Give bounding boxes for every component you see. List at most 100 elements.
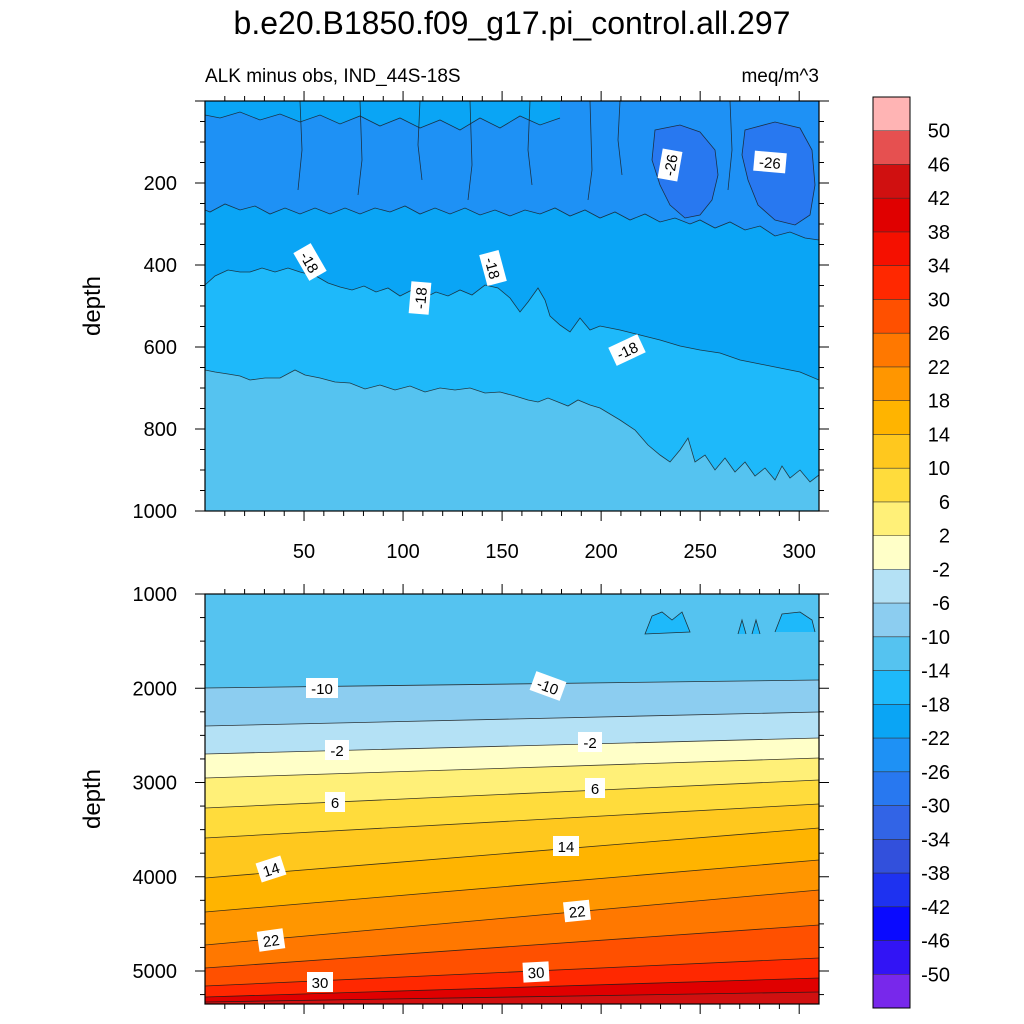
lower-contour-label: -2 bbox=[578, 732, 602, 752]
colorbar-label: 22 bbox=[928, 357, 950, 379]
colorbar-label: 18 bbox=[928, 391, 950, 413]
upper-panel: 50 100 150 200 250 300 200 400 600 800 1000 -26 -2… bbox=[79, 91, 829, 563]
colorbar-swatch bbox=[873, 974, 910, 1009]
colorbar-label: -46 bbox=[921, 931, 950, 953]
colorbar-label: -30 bbox=[921, 796, 950, 818]
colorbar-swatch bbox=[873, 434, 910, 469]
colorbar-label: -42 bbox=[921, 897, 950, 919]
lower-contour-label: 30 bbox=[522, 961, 550, 983]
svg-text:6: 6 bbox=[331, 795, 339, 812]
lower-contour-label: -10 bbox=[529, 671, 567, 701]
lower-contour-label: 30 bbox=[307, 972, 333, 992]
colorbar-label: 26 bbox=[928, 323, 950, 345]
y-tick-label: 1000 bbox=[133, 584, 178, 606]
svg-text:14: 14 bbox=[558, 839, 575, 856]
lower-axis-ticks: 1000 2000 3000 4000 5000 bbox=[133, 584, 829, 1014]
lower-contour-label: 6 bbox=[325, 792, 345, 812]
colorbar-label: 46 bbox=[928, 154, 950, 176]
colorbar-label: 14 bbox=[928, 424, 950, 446]
lower-contour-label: -2 bbox=[325, 740, 349, 760]
lower-plot-frame bbox=[204, 593, 820, 1005]
colorbar-label: 42 bbox=[928, 188, 950, 210]
x-tick-label: 50 bbox=[293, 541, 315, 563]
y-tick-label: 200 bbox=[144, 173, 177, 195]
svg-text:30: 30 bbox=[312, 975, 329, 992]
colorbar-swatch bbox=[873, 771, 910, 806]
colorbar-swatch bbox=[873, 738, 910, 773]
colorbar-swatch bbox=[873, 97, 910, 132]
colorbar-swatch bbox=[873, 333, 910, 368]
lower-panel: 1000 2000 3000 4000 5000 -10 -10 -2 -2 6 6 bbox=[79, 584, 829, 1014]
colorbar-swatch bbox=[873, 400, 910, 435]
colorbar-swatch bbox=[873, 535, 910, 570]
svg-text:-26: -26 bbox=[661, 153, 682, 177]
x-tick-label: 100 bbox=[386, 541, 419, 563]
y-tick-label: 400 bbox=[144, 255, 177, 277]
colorbar-label: 10 bbox=[928, 458, 950, 480]
chart-title: b.e20.B1850.f09_g17.pi_control.all.297 bbox=[234, 5, 791, 41]
colorbar-label: 50 bbox=[928, 121, 950, 143]
upper-patch-minus30-b bbox=[742, 122, 815, 225]
upper-y-axis-label: depth bbox=[79, 276, 106, 336]
lower-contour-label: 22 bbox=[563, 899, 591, 923]
y-tick-label: 800 bbox=[144, 419, 177, 441]
colorbar-label: 34 bbox=[928, 256, 950, 278]
colorbar-swatch bbox=[873, 198, 910, 233]
colorbar-swatch bbox=[873, 265, 910, 300]
colorbar-label: -26 bbox=[921, 762, 950, 784]
y-tick-label: 4000 bbox=[133, 867, 178, 889]
svg-text:-18: -18 bbox=[481, 256, 503, 281]
chart-subtitle-left: ALK minus obs, IND_44S-18S bbox=[205, 66, 461, 87]
svg-text:6: 6 bbox=[591, 781, 599, 798]
colorbar-swatch bbox=[873, 805, 910, 840]
y-tick-label: 5000 bbox=[133, 961, 178, 983]
svg-text:22: 22 bbox=[568, 903, 586, 922]
upper-contour-label: -26 bbox=[657, 148, 683, 182]
colorbar-swatch bbox=[873, 231, 910, 267]
svg-text:-18: -18 bbox=[412, 287, 431, 310]
x-tick-label: 150 bbox=[485, 541, 518, 563]
colorbar-label: -50 bbox=[921, 964, 950, 986]
colorbar-swatch bbox=[873, 468, 910, 503]
colorbar-label: -18 bbox=[921, 694, 950, 716]
colorbar-swatch bbox=[873, 501, 910, 537]
svg-text:-26: -26 bbox=[758, 154, 781, 173]
colorbar-swatch bbox=[873, 940, 910, 975]
colorbar-label: 30 bbox=[928, 289, 950, 311]
upper-patch-lighter-top bbox=[205, 101, 560, 130]
svg-text:-2: -2 bbox=[330, 743, 343, 760]
colorbar-swatch bbox=[873, 670, 910, 705]
svg-text:-10: -10 bbox=[311, 681, 333, 698]
svg-text:22: 22 bbox=[262, 932, 281, 951]
lower-y-axis-label: depth bbox=[79, 769, 106, 829]
colorbar-swatch bbox=[873, 569, 910, 604]
y-tick-label: 600 bbox=[144, 337, 177, 359]
lower-contour-label: 6 bbox=[585, 778, 605, 798]
lower-patch-minus14 bbox=[645, 612, 815, 634]
y-tick-label: 2000 bbox=[133, 678, 178, 700]
upper-axis-ticks: 50 100 150 200 250 300 200 400 600 800 1000 bbox=[133, 91, 829, 563]
colorbar-label: -22 bbox=[921, 728, 950, 750]
lower-contour-label: 14 bbox=[255, 855, 287, 883]
upper-contour-label: -18 bbox=[479, 249, 507, 287]
colorbar-label: -2 bbox=[932, 559, 950, 581]
x-tick-label: 250 bbox=[683, 541, 716, 563]
colorbar-label: -14 bbox=[921, 661, 950, 683]
x-tick-label: 300 bbox=[783, 541, 816, 563]
colorbar-swatch bbox=[873, 704, 910, 739]
colorbar-label: -10 bbox=[921, 627, 950, 649]
y-tick-label: 3000 bbox=[133, 773, 178, 795]
lower-contour-label: -10 bbox=[306, 678, 338, 698]
colorbar-label: -38 bbox=[921, 863, 950, 885]
colorbar-label: 38 bbox=[928, 222, 950, 244]
upper-contour-label: -26 bbox=[753, 150, 787, 174]
colorbar-label: 2 bbox=[939, 526, 950, 548]
upper-patch-minus30-a bbox=[652, 125, 718, 218]
colorbar-swatch bbox=[873, 603, 910, 638]
chart-units: meq/m^3 bbox=[741, 66, 819, 87]
x-tick-label: 200 bbox=[584, 541, 617, 563]
colorbar-swatch bbox=[873, 366, 910, 402]
colorbar-swatch bbox=[873, 636, 910, 671]
svg-text:14: 14 bbox=[261, 860, 282, 881]
